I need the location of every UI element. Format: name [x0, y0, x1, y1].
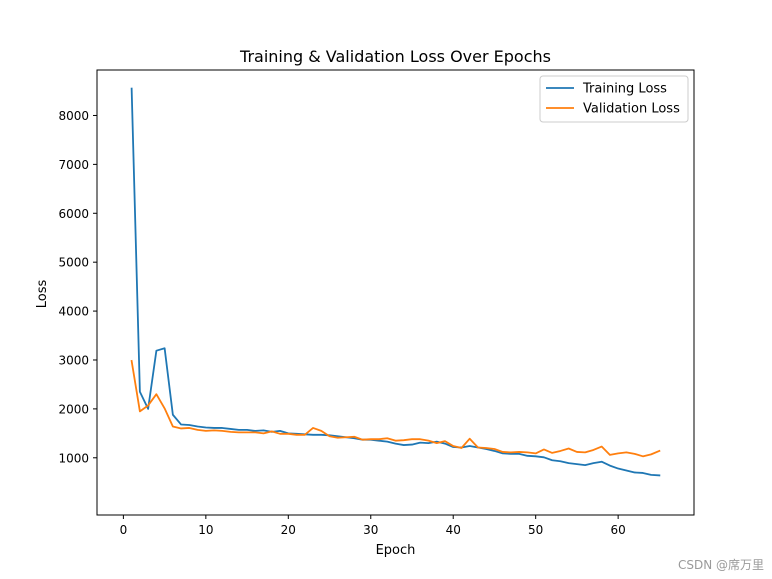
x-tick-label: 40 [446, 523, 461, 537]
y-tick-label: 2000 [58, 402, 89, 416]
series-line-training-loss [130, 87, 661, 477]
x-tick-label: 0 [120, 523, 128, 537]
y-tick-label: 8000 [58, 109, 89, 123]
y-tick-label: 4000 [58, 305, 89, 319]
x-axis-label: Epoch [376, 543, 416, 558]
x-axis-ticks: 0 10 20 30 40 50 60 [120, 515, 626, 537]
y-tick-label: 1000 [58, 451, 89, 465]
series-layer [130, 87, 661, 477]
x-tick-label: 30 [363, 523, 378, 537]
y-tick-label: 5000 [58, 256, 89, 270]
y-tick-label: 6000 [58, 207, 89, 221]
axes-frame [96, 69, 695, 516]
legend: Training Loss Validation Loss [539, 75, 689, 123]
x-tick-label: 60 [610, 523, 625, 537]
x-tick-label: 20 [281, 523, 296, 537]
x-tick-label: 50 [528, 523, 543, 537]
x-tick-label: 10 [198, 523, 213, 537]
series-line-validation-loss [130, 359, 661, 458]
legend-label: Validation Loss [583, 102, 680, 117]
y-tick-label: 3000 [58, 353, 89, 367]
watermark: CSDN @席万里 [677, 558, 764, 572]
y-axis-ticks: 1000 2000 3000 4000 5000 6000 7000 8000 [58, 109, 97, 465]
y-axis-label: Loss [35, 280, 50, 309]
plot-area [96, 69, 695, 516]
legend-label: Training Loss [582, 82, 667, 97]
y-tick-label: 7000 [58, 158, 89, 172]
legend-box [539, 75, 689, 123]
chart-title: Training & Validation Loss Over Epochs [239, 47, 551, 66]
